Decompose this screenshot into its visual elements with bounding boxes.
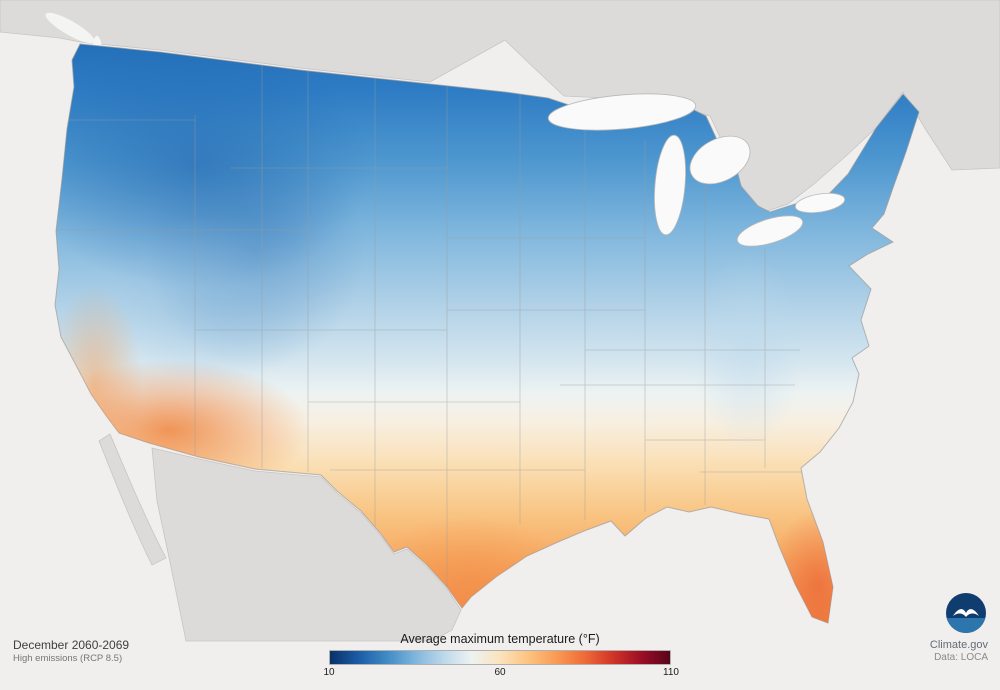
legend-title: Average maximum temperature (°F) bbox=[400, 632, 600, 646]
legend-tick-mid: 60 bbox=[494, 667, 506, 678]
pacific-strait-water bbox=[45, 12, 95, 44]
climate-gov-label: Climate.gov bbox=[929, 639, 988, 651]
map-caption: December 2060-2069 High emissions (RCP 8… bbox=[13, 638, 129, 665]
legend-tick-max: 110 bbox=[663, 667, 679, 678]
data-source-label: Data: LOCA bbox=[934, 652, 988, 663]
legend-tick-min: 10 bbox=[323, 667, 335, 678]
scenario-label: High emissions (RCP 8.5) bbox=[13, 653, 123, 664]
temperature-legend: Average maximum temperature (°F) 10 60 1… bbox=[323, 632, 679, 680]
noaa-logo-ocean bbox=[946, 618, 986, 633]
colorbar bbox=[329, 650, 671, 665]
attribution: Climate.gov Data: LOCA bbox=[930, 639, 988, 663]
canada-landmass bbox=[0, 0, 1000, 213]
noaa-logo bbox=[946, 593, 986, 633]
noaa-gull-icon bbox=[953, 609, 979, 617]
state-borders bbox=[56, 58, 806, 600]
lake-ontario bbox=[794, 192, 846, 214]
lake-erie bbox=[736, 215, 804, 247]
period-label: December 2060-2069 bbox=[13, 638, 130, 652]
legend-ticks: 10 60 110 bbox=[323, 667, 679, 680]
mexico-landmass bbox=[151, 447, 462, 642]
lake-michigan bbox=[654, 134, 686, 236]
baja-peninsula bbox=[98, 433, 167, 566]
lake-huron bbox=[689, 135, 751, 185]
temperature-overlays bbox=[55, 44, 868, 623]
great-lakes bbox=[547, 93, 846, 247]
lake-superior bbox=[547, 93, 697, 131]
